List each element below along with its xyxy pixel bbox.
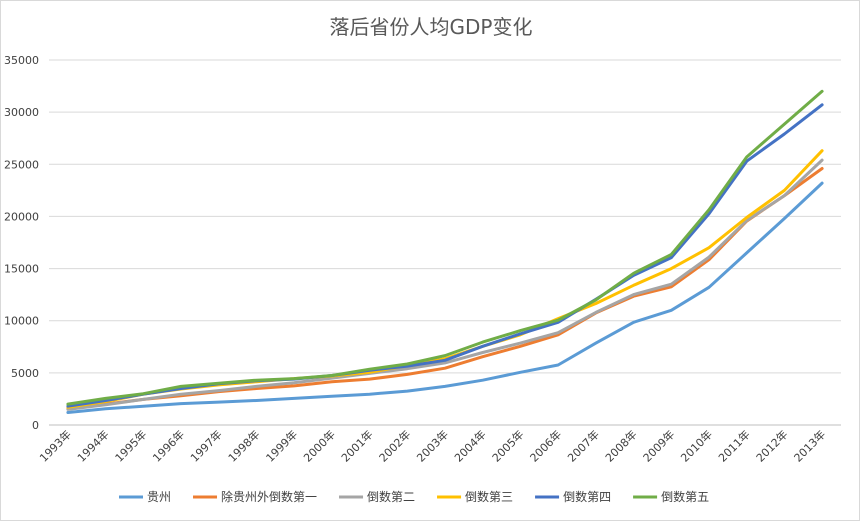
- legend-item-3: 倒数第三: [437, 489, 513, 504]
- legend-item-4: 倒数第四: [535, 489, 611, 504]
- legend-label: 贵州: [147, 490, 171, 504]
- chart-title: 落后省份人均GDP变化: [330, 15, 533, 39]
- x-tick-label: 2009年: [640, 427, 677, 464]
- series-line-2: [66, 158, 824, 411]
- legend-item-2: 倒数第二: [339, 489, 415, 504]
- x-tick-label: 1996年: [150, 427, 187, 464]
- x-tick-label: 2007年: [565, 427, 602, 464]
- x-tick-label: 2010年: [678, 427, 715, 464]
- legend-label: 倒数第三: [465, 489, 513, 504]
- legend-label: 除贵州外倒数第一: [221, 489, 317, 504]
- series-line-0: [66, 181, 824, 414]
- x-tick-label: 1994年: [74, 427, 111, 464]
- x-tick-label: 2012年: [753, 427, 790, 464]
- series-lines: [66, 89, 824, 414]
- x-tick-label: 2001年: [338, 427, 375, 464]
- series-line-5: [66, 89, 824, 406]
- x-tick-label: 2005年: [489, 427, 526, 464]
- x-tick-label: 1998年: [225, 427, 262, 464]
- legend-item-0: 贵州: [119, 490, 171, 504]
- x-tick-label: 2004年: [451, 427, 488, 464]
- x-tick-label: 1997年: [187, 427, 224, 464]
- x-tick-label: 2003年: [414, 427, 451, 464]
- y-tick-label: 0: [32, 419, 39, 432]
- x-tick-label: 2006年: [527, 427, 564, 464]
- legend-label: 倒数第四: [563, 489, 611, 504]
- series-line-4: [66, 103, 824, 408]
- x-tick-label: 1995年: [112, 427, 149, 464]
- x-tick-label: 2008年: [602, 427, 639, 464]
- y-tick-label: 15000: [4, 263, 39, 276]
- legend: 贵州 除贵州外倒数第一 倒数第二 倒数第三 倒数第四 倒数第五: [119, 489, 709, 504]
- x-tick-label: 2002年: [376, 427, 413, 464]
- x-tick-label: 1999年: [263, 427, 300, 464]
- legend-label: 倒数第二: [367, 489, 415, 504]
- y-tick-label: 35000: [4, 54, 39, 67]
- x-tick-label: 2011年: [715, 427, 752, 464]
- legend-item-5: 倒数第五: [633, 489, 709, 504]
- x-tick-label: 1993年: [37, 427, 74, 464]
- y-tick-label: 30000: [4, 106, 39, 119]
- x-tick-label: 2013年: [791, 427, 828, 464]
- legend-label: 倒数第五: [661, 489, 709, 504]
- gridlines: [49, 59, 841, 426]
- x-axis-ticks: 1993年 1994年 1995年 1996年 1997年 1998年 1999年 2000年…: [37, 427, 829, 464]
- y-tick-label: 5000: [11, 367, 39, 380]
- legend-item-1: 除贵州外倒数第一: [193, 489, 317, 504]
- y-axis-ticks: 0 5000 10000 15000 20000 25000 30000 35000: [4, 54, 39, 432]
- y-tick-label: 10000: [4, 315, 39, 328]
- y-tick-label: 20000: [4, 210, 39, 223]
- y-tick-label: 25000: [4, 158, 39, 171]
- x-tick-label: 2000年: [301, 427, 338, 464]
